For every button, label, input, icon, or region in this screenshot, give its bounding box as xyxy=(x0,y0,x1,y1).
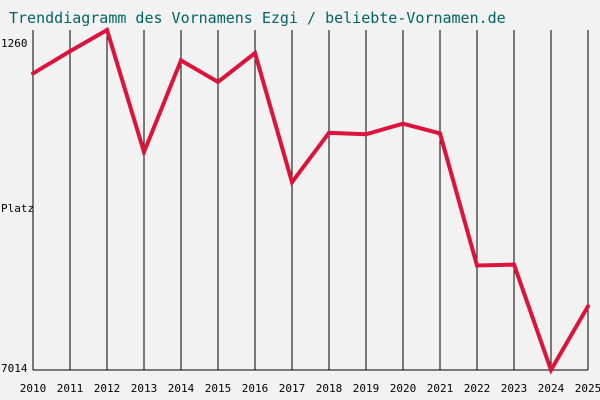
data-point-2018 xyxy=(327,130,331,135)
x-tick-label-2016: 2016 xyxy=(242,382,269,395)
series-layer xyxy=(31,27,590,375)
data-point-2024 xyxy=(549,368,553,372)
data-point-2022 xyxy=(475,263,479,268)
x-tick-labels: 2010 2011 2012 2013 2014 2015 2016 2017 2018 2019… xyxy=(20,382,600,395)
data-point-2017 xyxy=(290,180,294,185)
x-tick-label-2017: 2017 xyxy=(279,382,306,395)
data-point-2013 xyxy=(142,150,146,155)
x-tick-label-2013: 2013 xyxy=(131,382,158,395)
data-point-2019 xyxy=(364,132,368,137)
data-point-2020 xyxy=(401,121,405,126)
x-tick-label-2025: 2025 xyxy=(575,382,600,395)
x-tick-label-2021: 2021 xyxy=(427,382,454,395)
x-tick-label-2015: 2015 xyxy=(205,382,232,395)
series-line-0 xyxy=(31,27,590,375)
data-point-2010 xyxy=(31,71,35,76)
x-tick-label-2010: 2010 xyxy=(20,382,47,395)
x-tick-label-2024: 2024 xyxy=(538,382,565,395)
x-tick-label-2022: 2022 xyxy=(464,382,491,395)
x-tick-label-2023: 2023 xyxy=(501,382,528,395)
data-point-2016 xyxy=(253,51,257,56)
data-point-2014 xyxy=(179,58,183,63)
x-tick-label-2018: 2018 xyxy=(316,382,343,395)
data-point-2025 xyxy=(586,304,590,309)
y-axis-bottom-label: 7014 xyxy=(1,362,28,375)
axes xyxy=(32,30,588,371)
x-tick-label-2014: 2014 xyxy=(168,382,195,395)
x-tick-label-2011: 2011 xyxy=(57,382,84,395)
data-point-2021 xyxy=(438,131,442,136)
x-tick-label-2012: 2012 xyxy=(94,382,121,395)
data-point-2015 xyxy=(216,79,220,84)
y-axis-top-label: 1260 xyxy=(1,37,28,50)
x-tick-label-2019: 2019 xyxy=(353,382,380,395)
grid-lines xyxy=(32,30,589,370)
data-point-2023 xyxy=(512,262,516,267)
data-point-2011 xyxy=(68,49,72,54)
x-tick-label-2020: 2020 xyxy=(390,382,417,395)
data-point-2012 xyxy=(105,28,109,32)
y-axis-label: Platz xyxy=(1,202,34,215)
chart-title: Trenddiagramm des Vornamens Ezgi / belie… xyxy=(9,9,506,27)
